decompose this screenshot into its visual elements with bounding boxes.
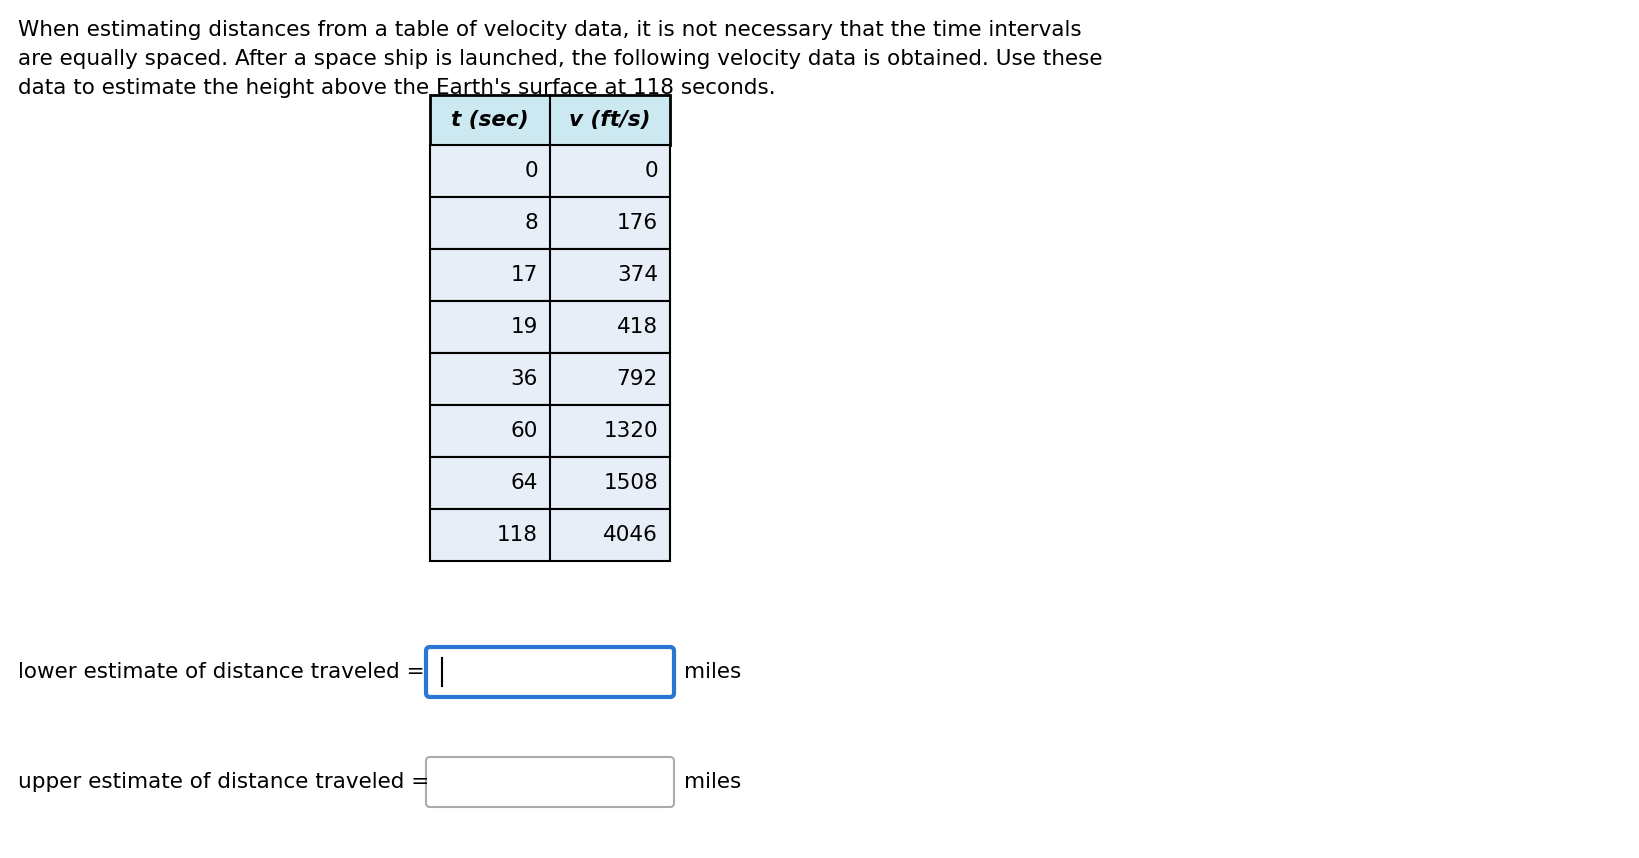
Bar xyxy=(429,197,670,249)
Text: 418: 418 xyxy=(616,317,657,337)
Bar xyxy=(429,301,670,353)
Bar xyxy=(429,95,670,145)
Text: 4046: 4046 xyxy=(603,525,657,545)
Text: miles: miles xyxy=(683,772,741,792)
Text: upper estimate of distance traveled =: upper estimate of distance traveled = xyxy=(18,772,429,792)
Text: 374: 374 xyxy=(616,265,657,285)
Text: 1508: 1508 xyxy=(603,473,657,493)
Text: 19: 19 xyxy=(510,317,538,337)
Text: t (sec): t (sec) xyxy=(451,110,528,130)
Text: miles: miles xyxy=(683,662,741,682)
Text: 118: 118 xyxy=(497,525,538,545)
Text: 60: 60 xyxy=(510,421,538,441)
Text: 64: 64 xyxy=(510,473,538,493)
Text: v (ft/s): v (ft/s) xyxy=(569,110,651,130)
Text: 17: 17 xyxy=(510,265,538,285)
FancyBboxPatch shape xyxy=(426,757,674,807)
Text: 0: 0 xyxy=(524,161,538,181)
Text: 1320: 1320 xyxy=(603,421,657,441)
Bar xyxy=(429,249,670,301)
FancyBboxPatch shape xyxy=(426,647,674,697)
Bar xyxy=(429,509,670,561)
Text: 0: 0 xyxy=(644,161,657,181)
Bar xyxy=(429,457,670,509)
Text: 8: 8 xyxy=(524,213,538,233)
Text: When estimating distances from a table of velocity data, it is not necessary tha: When estimating distances from a table o… xyxy=(18,20,1101,98)
Bar xyxy=(429,353,670,405)
Bar xyxy=(429,145,670,197)
Text: 792: 792 xyxy=(616,369,657,389)
Bar xyxy=(429,405,670,457)
Text: 176: 176 xyxy=(616,213,657,233)
Text: 36: 36 xyxy=(510,369,538,389)
Text: lower estimate of distance traveled =: lower estimate of distance traveled = xyxy=(18,662,425,682)
